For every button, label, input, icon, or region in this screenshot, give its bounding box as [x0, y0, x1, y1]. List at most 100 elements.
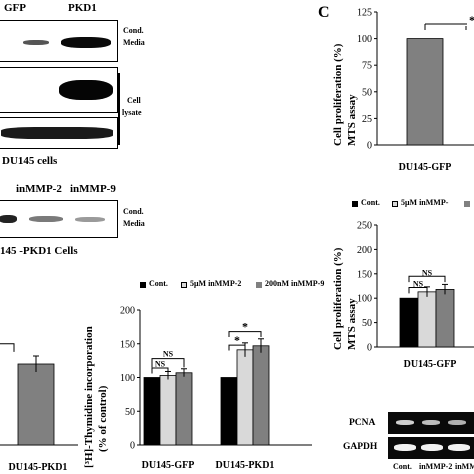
pcna-label: PCNA [349, 418, 376, 428]
gapdh-gel [388, 437, 474, 459]
row-label-media: Media [123, 38, 145, 47]
cm-sig-label-1: NS [422, 268, 433, 277]
cm-ytick-label: 100 [357, 294, 372, 305]
th-sig-bracket-2 [151, 367, 169, 374]
ct-ytick-label: 25 [362, 114, 372, 125]
th-bar [175, 372, 193, 446]
ct-xtick-label: DU145-GFP [399, 162, 452, 173]
mid-row-label-cond: Cond. [123, 207, 144, 216]
band-pkd1-media [61, 37, 111, 48]
cm-sig-bracket-2 [408, 286, 428, 294]
cm-sig-label-2: NS [413, 279, 424, 288]
ct-ytick-label: 50 [362, 87, 372, 98]
mid-row-label-media: Media [123, 219, 145, 228]
th-ytick-label: 100 [120, 373, 135, 384]
band-loading-control [1, 127, 113, 139]
th-sig-star-2: * [234, 333, 240, 347]
th-legend-cont: Cont. [149, 279, 168, 288]
ct-sig-star: * [469, 13, 474, 27]
th-legend-swatch-cont [140, 282, 146, 288]
row-label-cond: Cond. [123, 26, 144, 35]
cm-sig-bracket-1 [408, 275, 446, 283]
th-xtick-label: DU145-PKD1 [216, 460, 275, 471]
gapdh-label: GAPDH [343, 442, 378, 452]
ct-ytick-label: 0 [367, 141, 372, 152]
th-ytick-label: 50 [125, 407, 135, 418]
cm-ytick-label: 0 [367, 343, 372, 354]
pcna-band-3 [448, 420, 466, 425]
th-legend-swatch-5um [181, 282, 187, 288]
lp-xtick-label: DU145-PKD1 [9, 462, 68, 473]
th-bar [236, 349, 254, 446]
band-inmmp2 [29, 216, 63, 222]
cm-legend-cont: Cont. [361, 198, 380, 207]
cell-line-label-top: DU145 cells [2, 155, 58, 167]
chart-left-partial: DU145-PKD1 [0, 343, 78, 473]
th-ytick-label: 200 [120, 306, 135, 317]
lane-label-pkd1: PKD1 [68, 2, 97, 14]
row-label-lysate: lysate [122, 108, 142, 117]
cm-legend-swatch-3 [464, 201, 470, 207]
ct-ylabel-1: Cell proliferation (%) [332, 43, 344, 146]
th-ytick-label: 150 [120, 339, 135, 350]
pcna-lane-inmmp2: inMMP-2 [419, 462, 453, 471]
lp-bar [17, 363, 55, 446]
cm-ylabel-1: Cell proliferation (%) [332, 247, 344, 350]
chart-c-mid: 0 50 100 150 200 250 Cell proliferation (%) M… [332, 221, 474, 370]
cm-ytick-label: 50 [362, 318, 372, 329]
th-sig-label-2: NS [155, 360, 166, 369]
th-bar [220, 377, 238, 446]
band-inmmp9 [75, 217, 105, 222]
band-cont [0, 215, 17, 223]
th-bar [159, 375, 177, 446]
th-sig-label-1: NS [163, 350, 174, 359]
th-bar [252, 345, 270, 446]
pcna-gel [388, 412, 474, 434]
ct-bar [406, 38, 444, 146]
ct-ylabel-2: MTS assay [346, 94, 358, 146]
band-gfp-media [23, 40, 49, 45]
pcna-band-2 [422, 420, 440, 425]
blot-mid-cond-media [0, 200, 118, 238]
th-ylabel-2: (% of control) [97, 385, 109, 452]
band-pkd1-lysate [59, 80, 113, 100]
chart-b-thymidine: 0 50 100 150 200 [³H]-Thymidine incorporatio… [83, 306, 312, 471]
th-legend-200nm: 200nM inMMP-9 [265, 279, 325, 288]
cm-bar [399, 297, 419, 348]
gapdh-band-2 [421, 444, 443, 451]
pcna-lane-inmm: inMM [455, 462, 474, 471]
ct-ytick-label: 125 [357, 8, 372, 19]
th-sig-bracket-1 [151, 358, 185, 368]
blot-cell-lysate-upper [0, 67, 118, 113]
cm-ytick-label: 150 [357, 269, 372, 280]
lane-label-inmmp2: inMMP-2 [16, 183, 62, 195]
cm-xtick-label: DU145-GFP [404, 359, 457, 370]
blot-cell-lysate-lower [0, 117, 118, 149]
cm-bar [435, 289, 455, 348]
cm-ytick-label: 250 [357, 221, 372, 232]
blot-cond-media [0, 20, 118, 62]
th-bar [143, 377, 161, 446]
lysate-bracket [118, 73, 120, 145]
th-legend-5um: 5μM inMMP-2 [190, 279, 242, 288]
cm-legend-5um: 5μM inMMP- [401, 198, 449, 207]
lane-label-inmmp9: inMMP-9 [70, 183, 116, 195]
th-xtick-label: DU145-GFP [142, 460, 195, 471]
gapdh-band-1 [394, 444, 416, 451]
th-sig-bracket-4 [228, 344, 246, 351]
ct-ytick-label: 100 [357, 34, 372, 45]
th-ylabel-1: [³H]-Thymidine incorporation [83, 326, 95, 468]
lane-label-gfp: GFP [4, 2, 26, 14]
cm-legend-swatch-5um [392, 201, 398, 207]
th-sig-star-1: * [242, 319, 248, 333]
row-label-cell: Cell [127, 96, 141, 105]
cell-line-label-mid: 145 -PKD1 Cells [0, 245, 78, 257]
pcna-lane-cont: Cont. [393, 462, 412, 471]
cm-bar [417, 291, 437, 348]
cm-ylabel-2: MTS assay [346, 298, 358, 350]
panel-letter-c: C [318, 4, 330, 21]
pcna-band-1 [396, 420, 414, 425]
cm-ytick-label: 200 [357, 245, 372, 256]
chart-c-top: 0 25 50 75 100 125 Cell proliferation (%) MTS… [332, 8, 474, 173]
th-legend-swatch-200nm [256, 282, 262, 288]
